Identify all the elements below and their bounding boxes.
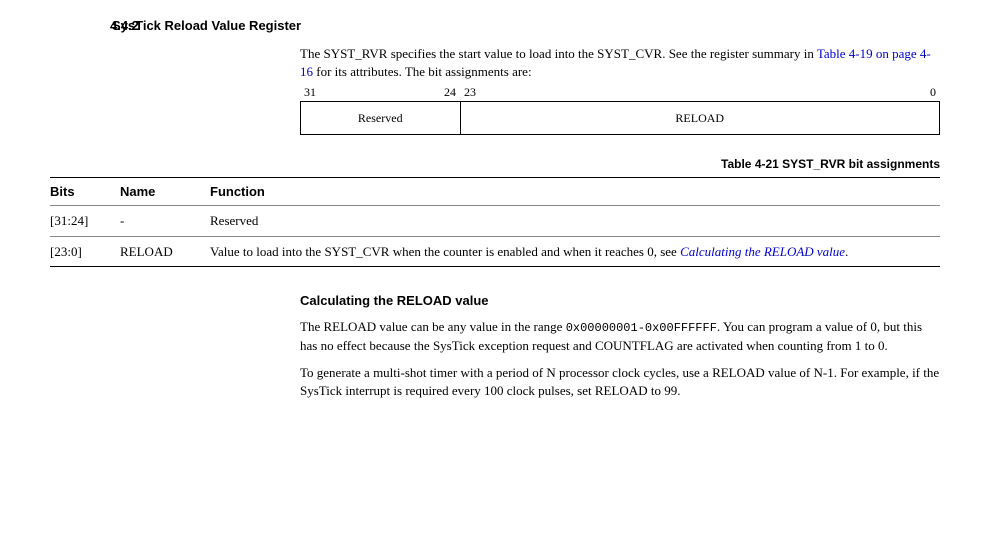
bit-label-23: 23 [460,86,930,99]
bitfield-diagram: 31 24 23 0 Reserved RELOAD [300,86,940,135]
intro-paragraph: The SYST_RVR specifies the start value t… [300,45,940,80]
bit-assignments-table: Bits Name Function [31:24] - Reserved [2… [50,177,940,267]
cell-func-post: . [845,244,848,259]
section-header: 4.4.2 SysTick Reload Value Register [40,18,950,33]
cell-bits: [23:0] [50,236,120,267]
bit-label-0: 0 [930,86,940,99]
bitfield-reload-box: RELOAD [461,102,940,134]
table-row: [23:0] RELOAD Value to load into the SYS… [50,236,940,267]
cell-function: Reserved [210,206,940,237]
calc-p1-range: 0x00000001-0x00FFFFFF [566,321,717,335]
th-bits: Bits [50,178,120,206]
table-row: [31:24] - Reserved [50,206,940,237]
table-header-row: Bits Name Function [50,178,940,206]
bitfield-reserved-box: Reserved [301,102,461,134]
th-function: Function [210,178,940,206]
calc-para-1: The RELOAD value can be any value in the… [300,318,940,354]
cell-func-link[interactable]: Calculating the RELOAD value [680,244,845,259]
section-number: 4.4.2 [40,18,112,33]
cell-func-pre: Value to load into the SYST_CVR when the… [210,244,680,259]
bit-label-31: 31 [300,86,444,99]
th-name: Name [120,178,210,206]
bit-label-24: 24 [444,86,460,99]
bitfield-top-labels: 31 24 23 0 [300,86,940,99]
table-caption: Table 4-21 SYST_RVR bit assignments [40,157,940,171]
calc-para-2: To generate a multi-shot timer with a pe… [300,364,940,399]
cell-function: Value to load into the SYST_CVR when the… [210,236,940,267]
intro-text-pre: The SYST_RVR specifies the start value t… [300,46,817,61]
cell-name: RELOAD [120,236,210,267]
cell-bits: [31:24] [50,206,120,237]
calc-heading: Calculating the RELOAD value [300,293,940,308]
cell-name: - [120,206,210,237]
section-title: SysTick Reload Value Register [112,18,301,33]
calc-p1-pre: The RELOAD value can be any value in the… [300,319,566,334]
intro-text-post: for its attributes. The bit assignments … [313,64,532,79]
